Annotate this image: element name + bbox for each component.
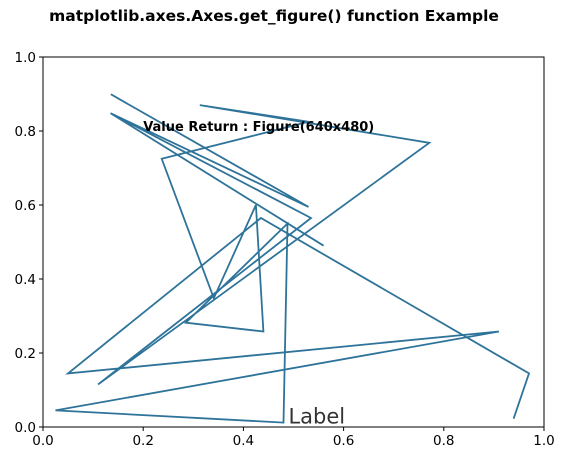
y-tick-label: 0.4 [15, 272, 36, 288]
y-tick-label: 0.0 [15, 420, 36, 436]
series-line-0 [56, 95, 530, 423]
y-tick-label: 0.6 [15, 198, 36, 214]
y-tick-label: 0.8 [15, 124, 36, 140]
x-tick-label: 1.0 [533, 433, 554, 449]
x-tick-label: 0.6 [333, 433, 354, 449]
y-tick-label: 0.2 [15, 346, 36, 362]
x-tick-label: 0.2 [132, 433, 153, 449]
chart-title: matplotlib.axes.Axes.get_figure() functi… [49, 7, 499, 25]
x-tick-label: 0.4 [233, 433, 254, 449]
annotation-0: Value Return : Figure(640x480) [143, 120, 374, 135]
annotation-1: Label [288, 404, 345, 428]
y-tick-label: 1.0 [15, 50, 36, 66]
x-tick-label: 0.8 [433, 433, 454, 449]
plot-area: Value Return : Figure(640x480) Label 0.0 0.… [15, 50, 555, 449]
